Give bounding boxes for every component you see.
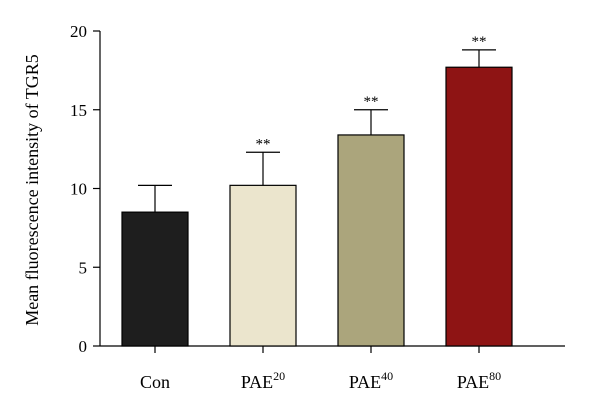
x-tick-label: PAE80 — [457, 369, 501, 392]
y-tick-label: 5 — [79, 258, 88, 277]
x-tick-label: PAE40 — [349, 369, 393, 392]
x-tick-label: Con — [140, 372, 170, 392]
x-tick-label: PAE20 — [241, 369, 285, 392]
significance-marker: ** — [472, 34, 487, 50]
y-tick-label: 15 — [70, 101, 87, 120]
bar-4 — [445, 66, 513, 347]
significance-marker: ** — [256, 136, 271, 152]
y-tick-label: 10 — [70, 180, 87, 199]
y-axis-label: Mean fluorescence intensity of TGR5 — [22, 54, 42, 326]
y-tick-label: 0 — [79, 337, 88, 356]
bar-3 — [337, 134, 405, 347]
chart-marks: 0 5 10 15 20 Con ** PAE20 ** PAE40 ** PAE80 — [70, 22, 565, 392]
bar-2 — [229, 184, 297, 347]
significance-marker: ** — [364, 94, 379, 110]
y-tick-label: 20 — [70, 22, 87, 41]
bar-1 — [121, 211, 189, 347]
